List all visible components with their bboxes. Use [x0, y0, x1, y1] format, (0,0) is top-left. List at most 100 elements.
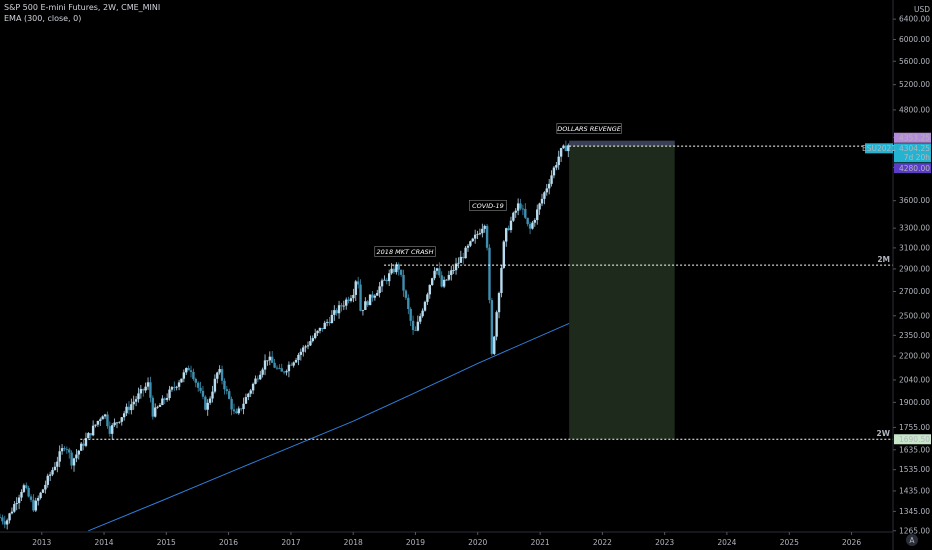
candle [79, 442, 83, 451]
candle-body [438, 268, 441, 276]
candle-body [137, 393, 140, 400]
candle-body [270, 356, 274, 363]
candle-body [509, 220, 513, 231]
candle [5, 518, 9, 530]
candle-body [414, 330, 417, 331]
candle-body [13, 504, 16, 512]
price-tick-label: 3300.00 [899, 224, 930, 233]
candle-body [349, 298, 353, 301]
candle [70, 450, 73, 470]
candle [395, 262, 398, 275]
candle [53, 462, 57, 471]
candle-body [144, 386, 147, 391]
candle-body [411, 320, 415, 331]
candle-body [299, 351, 303, 355]
candle [287, 361, 291, 378]
candle [380, 278, 384, 292]
candle [290, 362, 293, 367]
candle [430, 277, 434, 286]
candle [48, 471, 52, 482]
candle [385, 277, 389, 285]
candle-body [524, 208, 527, 218]
candle-body [306, 345, 310, 347]
annotation-callout[interactable]: 2018 MKT CRASH [374, 246, 436, 257]
candle-body [199, 387, 202, 391]
candle-body [409, 308, 412, 321]
annotation-callout[interactable]: COVID-19 [469, 199, 507, 211]
candle [29, 494, 33, 503]
candle [478, 228, 482, 236]
candle-body [194, 378, 197, 383]
candle [268, 351, 272, 366]
candle [540, 193, 544, 207]
annotations: 2018 MKT CRASH COVID-19 DOLLARS REVENGE [374, 123, 622, 257]
candle-body [94, 424, 97, 426]
candle [504, 227, 508, 247]
candle [0, 513, 2, 519]
projection-stop-zone [569, 140, 675, 147]
candle-body [464, 247, 467, 259]
candle [488, 244, 491, 304]
candle [428, 284, 431, 299]
candle-body [79, 443, 83, 451]
candle-body [75, 454, 78, 459]
candle-body [163, 398, 166, 400]
candle [151, 395, 155, 420]
price-tick-label: 2040.00 [899, 375, 930, 384]
ema-legend[interactable]: EMA (300, close, 0) [4, 14, 82, 23]
candle-body [285, 371, 288, 373]
candle-body [41, 489, 45, 493]
candle [256, 375, 260, 383]
candle [292, 361, 295, 368]
candle [454, 257, 458, 275]
candle-body [46, 475, 49, 485]
candle-body [328, 321, 331, 324]
candle-body [318, 327, 322, 331]
candle [208, 396, 212, 405]
candle-body [182, 372, 186, 379]
candle-body [111, 425, 114, 434]
time-tick-label: 2023 [655, 538, 674, 547]
candle-body [282, 371, 286, 373]
candle-body [127, 406, 131, 411]
candle-body [383, 279, 386, 281]
candle [254, 375, 257, 385]
candle-body [528, 224, 532, 229]
candle [557, 150, 560, 170]
candle-body [555, 165, 558, 168]
candle-body [335, 310, 338, 314]
candle-body [268, 356, 272, 361]
candle [275, 365, 279, 370]
candle-body [256, 378, 260, 380]
candle [514, 208, 517, 218]
candle-body [402, 274, 405, 291]
candle-body [113, 422, 116, 426]
candle-body [376, 292, 379, 296]
candle [352, 288, 355, 303]
candle [526, 217, 529, 227]
candle [316, 330, 319, 337]
candle-body [512, 212, 515, 221]
candle-body [68, 449, 71, 453]
candle [211, 385, 214, 403]
candle [201, 385, 205, 400]
candle-body [146, 382, 150, 387]
time-tick-label: 2018 [344, 538, 363, 547]
candle-body [347, 299, 350, 301]
candle [259, 370, 262, 380]
candle [330, 310, 334, 324]
candle-body [0, 517, 2, 519]
candle [118, 421, 121, 424]
candle-body [495, 312, 498, 337]
annotation-callout[interactable]: DOLLARS REVENGE [556, 123, 622, 134]
candle [552, 165, 556, 179]
tradingview-logo-icon[interactable]: A [906, 534, 918, 546]
candle-body [249, 390, 252, 394]
ema-line[interactable] [88, 322, 570, 532]
ema-series [88, 322, 570, 532]
candle [225, 385, 229, 395]
candle-body [239, 408, 243, 410]
candle [378, 281, 381, 298]
candle-body [423, 301, 427, 311]
